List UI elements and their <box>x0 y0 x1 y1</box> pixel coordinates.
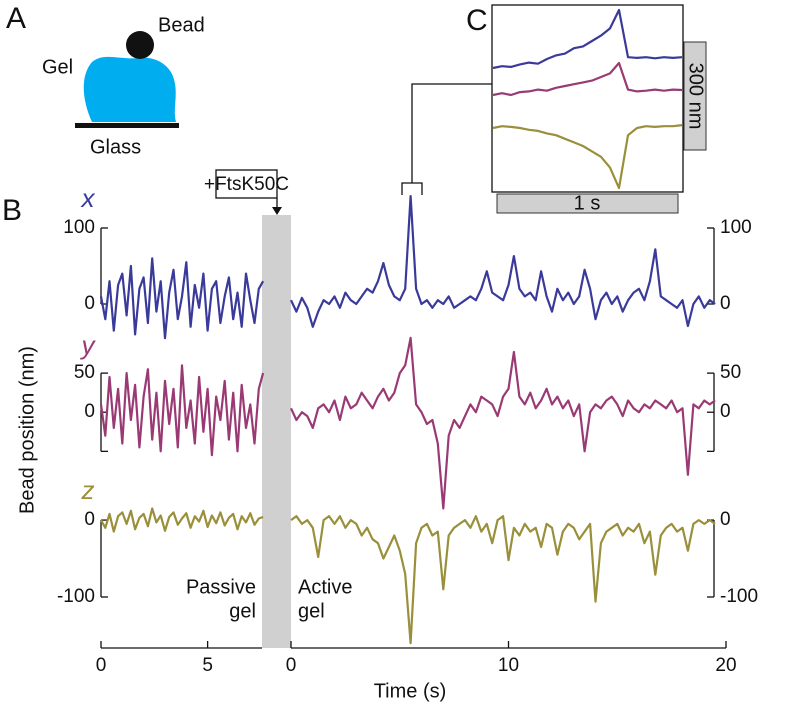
annotation: +FtsK50C <box>204 174 289 195</box>
y-tick-label: 50 <box>74 362 95 383</box>
panel-label: B <box>2 194 22 227</box>
gel-shape <box>83 56 176 122</box>
inset-trace <box>492 124 683 190</box>
panel-label: A <box>6 2 26 35</box>
y-tick-label: 100 <box>720 217 752 238</box>
y-tick-label: 0 <box>720 509 731 530</box>
inset-trace <box>492 8 683 70</box>
y-tick-label: 0 <box>84 293 95 314</box>
inset-trace <box>492 61 683 97</box>
scale-bar <box>683 41 707 151</box>
y-tick-label: 0 <box>720 401 731 422</box>
glass-shape <box>75 123 179 128</box>
segment-label: Active <box>298 576 352 598</box>
x-tick-label: 5 <box>202 655 213 676</box>
x-tick-label: 10 <box>498 655 519 676</box>
trace-label: y <box>80 330 97 360</box>
x-tick-label: 0 <box>286 655 297 676</box>
y-tick-label: 0 <box>84 401 95 422</box>
trace-line <box>100 507 264 533</box>
trace-label: z <box>81 475 95 505</box>
y-tick-label: 0 <box>720 293 731 314</box>
segment-label: gel <box>229 600 256 622</box>
bead-label: Bead <box>158 14 205 36</box>
arrow-head <box>272 207 282 215</box>
trace-line <box>99 364 265 457</box>
scale-bar <box>496 193 679 214</box>
inset-frame <box>491 4 684 193</box>
y-axis-title: Bead position (nm) <box>16 346 38 514</box>
trace-line <box>290 195 716 328</box>
x-tick-label: 20 <box>715 655 736 676</box>
trace-line <box>290 336 716 510</box>
buffer-band <box>262 215 291 648</box>
gel-label: Gel <box>42 56 73 78</box>
scale-label: 300 nm <box>685 63 707 130</box>
segment-label: gel <box>298 600 325 622</box>
trace-label: x <box>80 183 96 213</box>
panel-label: C <box>466 4 488 37</box>
glass-label: Glass <box>90 136 141 158</box>
y-tick-label: -100 <box>57 586 95 607</box>
trace-line <box>99 257 265 340</box>
y-tick-label: -100 <box>720 586 758 607</box>
bead-shape <box>126 31 154 59</box>
trace-line <box>290 515 716 645</box>
annotation-box <box>215 169 278 199</box>
x-tick-label: 0 <box>96 655 107 676</box>
scale-label: 1 s <box>574 192 601 214</box>
y-tick-label: 0 <box>84 509 95 530</box>
inset-connector <box>401 83 492 195</box>
y-tick-label: 100 <box>63 217 95 238</box>
y-tick-label: 50 <box>720 362 741 383</box>
x-axis-title: Time (s) <box>374 680 447 702</box>
segment-label: Passive <box>186 576 256 598</box>
